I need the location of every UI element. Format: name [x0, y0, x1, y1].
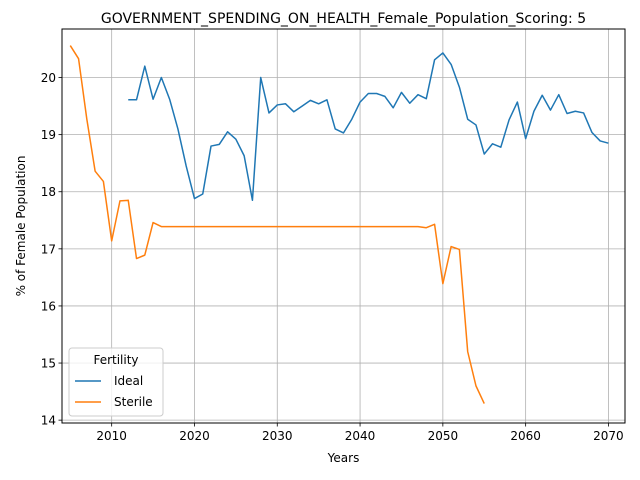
- y-tick-label: 19: [41, 128, 56, 142]
- chart-title: GOVERNMENT_SPENDING_ON_HEALTH_Female_Pop…: [101, 11, 586, 27]
- legend-box: [68, 347, 164, 417]
- y-tick-label: 14: [41, 414, 56, 428]
- x-axis-ticks: 2010 2020 2030 2040 2050 2060 2070: [96, 423, 624, 443]
- x-tick-label: 2040: [345, 429, 376, 443]
- y-axis-ticks: 14 15 16 17 18 19 20: [41, 71, 62, 428]
- x-tick-label: 2030: [262, 429, 293, 443]
- y-tick-label: 20: [41, 71, 56, 85]
- x-tick-label: 2070: [593, 429, 624, 443]
- x-tick-label: 2020: [179, 429, 210, 443]
- y-tick-label: 18: [41, 185, 56, 199]
- series-line-ideal: [128, 52, 609, 202]
- legend: Fertility Ideal Sterile: [68, 347, 164, 417]
- x-axis-label: Years: [327, 451, 360, 465]
- plot-area-frame: [61, 28, 626, 424]
- series-lines: [69, 45, 609, 404]
- legend-label-ideal: Ideal: [114, 374, 143, 388]
- y-tick-label: 17: [41, 242, 56, 256]
- legend-title: Fertility: [93, 353, 138, 367]
- x-tick-label: 2050: [428, 429, 459, 443]
- legend-label-sterile: Sterile: [114, 395, 153, 409]
- x-tick-label: 2060: [510, 429, 541, 443]
- y-tick-label: 16: [41, 299, 56, 313]
- y-axis-label: % of Female Population: [14, 156, 28, 297]
- grid-lines: [62, 29, 625, 423]
- series-line-sterile: [69, 45, 485, 404]
- x-tick-label: 2010: [96, 429, 127, 443]
- y-tick-label: 15: [41, 357, 56, 371]
